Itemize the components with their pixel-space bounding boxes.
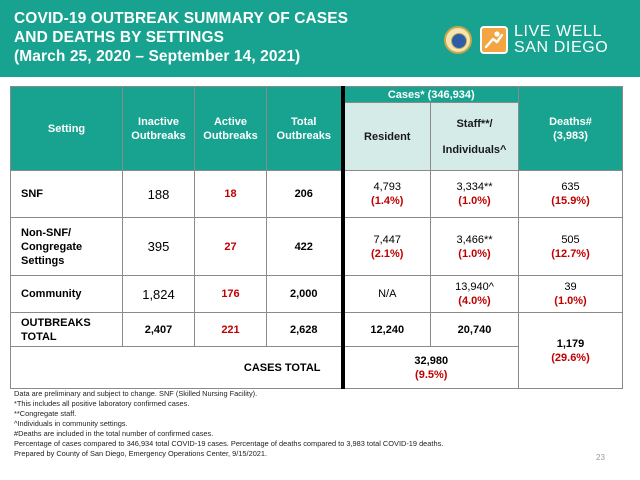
row-resident: 7,447 (2.1%) [342,217,431,276]
row-deaths: 505 (12.7%) [518,217,623,276]
footnote: **Congregate staff. [14,409,77,418]
footnote: Percentage of cases compared to 346,934 … [14,439,444,448]
row-active: 27 [194,217,267,276]
header-total-outbreaks: Total Outbreaks [266,86,345,171]
title-banner: COVID-19 OUTBREAK SUMMARY OF CASES AND D… [0,0,640,77]
footnote: ^Individuals in community settings. [14,419,128,428]
live-well-wordmark: LIVE WELL SAN DIEGO [514,24,608,56]
header-resident: Resident [342,102,431,171]
footnote: Data are preliminary and subject to chan… [14,389,258,398]
row-active: 176 [194,275,267,313]
title-line-3: (March 25, 2020 – September 14, 2021) [14,48,301,65]
total-active: 221 [194,312,267,347]
table-row: Non-SNF/Congregate Settings 395 27 422 7,… [10,217,623,276]
header-staff-individuals: Staff**/Individuals^ [430,102,519,171]
header-cases-group: Cases* (346,934) [342,86,519,103]
row-total: 206 [266,170,345,218]
row-setting-label: Non-SNF/Congregate Settings [10,217,123,276]
total-total: 2,628 [266,312,345,347]
total-inactive: 2,407 [122,312,195,347]
row-setting-label: SNF [10,170,123,218]
row-inactive: 1,824 [122,275,195,313]
row-staff: 3,466** (1.0%) [430,217,519,276]
outbreaks-total-row: OUTBREAKS TOTAL 2,407 221 2,628 12,240 20… [10,312,623,389]
title-line-1: COVID-19 OUTBREAK SUMMARY OF CASES [14,10,349,27]
row-resident: 4,793 (1.4%) [342,170,431,218]
row-inactive: 188 [122,170,195,218]
row-resident: N/A [342,275,431,313]
table-row: Community 1,824 176 2,000 N/A 13,940^ (4.… [10,275,623,313]
row-deaths: 635 (15.9%) [518,170,623,218]
row-active: 18 [194,170,267,218]
cases-total-row: CASES TOTAL 32,980 (9.5%) [10,346,623,389]
cases-total-value: 32,980 (9.5%) [342,346,519,389]
total-deaths: 1,179 (29.6%) [518,312,623,389]
outbreak-summary-table: Setting Inactive Outbreaks Active Outbreak… [10,86,623,389]
live-well-logo-icon [480,26,508,54]
row-setting-label: Community [10,275,123,313]
row-total: 422 [266,217,345,276]
cases-total-label: CASES TOTAL [10,346,345,389]
footnote: *This includes all positive laboratory c… [14,399,190,408]
row-staff: 3,334** (1.0%) [430,170,519,218]
total-staff: 20,740 [430,312,519,347]
header-active-outbreaks: Active Outbreaks [194,86,267,171]
outbreaks-total-label: OUTBREAKS TOTAL [10,312,123,347]
footnote: Prepared by County of San Diego, Emergen… [14,449,268,458]
header-deaths: Deaths# (3,983) [518,86,623,171]
title-line-2: AND DEATHS BY SETTINGS [14,29,225,46]
row-inactive: 395 [122,217,195,276]
footnote: #Deaths are included in the total number… [14,429,214,438]
logo-line-1: LIVE WELL [514,23,603,40]
slide-title: COVID-19 OUTBREAK SUMMARY OF CASES AND D… [14,9,348,66]
row-staff: 13,940^ (4.0%) [430,275,519,313]
header-setting: Setting [10,86,123,171]
row-total: 2,000 [266,275,345,313]
county-seal-icon [444,26,472,54]
footnotes: Data are preliminary and subject to chan… [14,389,574,459]
page-number: 23 [596,453,605,462]
table-row: SNF 188 18 206 4,793 (1.4%) 3,334** (1.0%)… [10,170,623,218]
row-deaths: 39 (1.0%) [518,275,623,313]
header-inactive-outbreaks: Inactive Outbreaks [122,86,195,171]
total-resident: 12,240 [342,312,431,347]
logo-line-2: SAN DIEGO [514,39,609,56]
